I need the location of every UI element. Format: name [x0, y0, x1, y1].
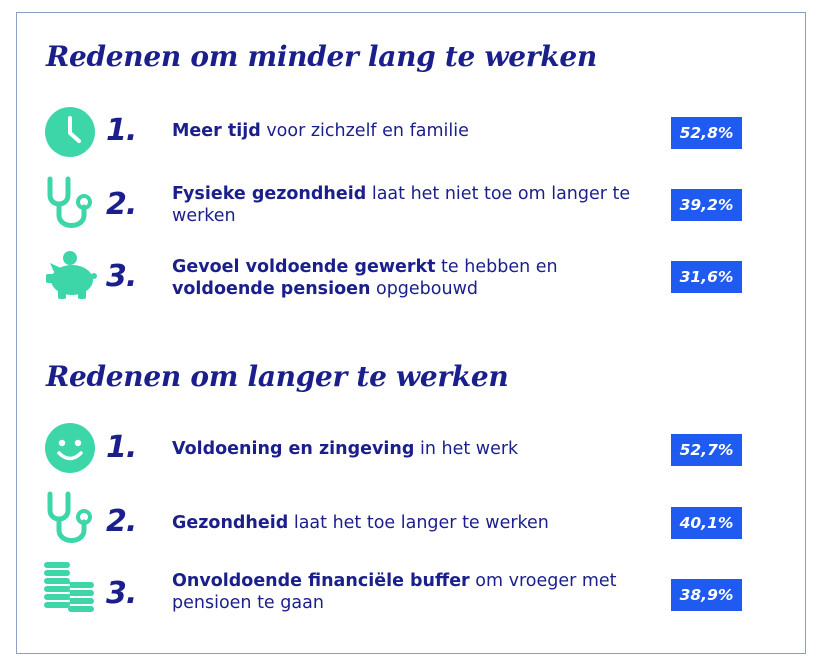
reason-rest: laat het toe langer te werken — [288, 513, 549, 533]
reason-text: Fysieke gezondheid laat het niet toe om … — [172, 183, 642, 227]
reason-text: Gezondheid laat het toe langer te werken — [172, 512, 642, 534]
rank-number: 1. — [106, 430, 137, 465]
rank-number: 3. — [106, 576, 137, 611]
stethoscope-icon — [44, 175, 96, 233]
rank-number: 2. — [106, 504, 137, 539]
reason-bold: Fysieke gezondheid — [172, 184, 367, 204]
reason-rest: om vroeger met pensioen te gaan — [172, 571, 617, 613]
rank-number: 1. — [106, 113, 137, 148]
clock-icon — [44, 106, 96, 158]
percent-badge: 52,8% — [671, 117, 742, 149]
content-frame — [16, 12, 806, 654]
reason-text: Onvoldoende financiële buffer om vroeger… — [172, 570, 642, 614]
reason-text: Gevoel voldoende gewerkt te hebben en vo… — [172, 256, 642, 300]
percent-badge: 31,6% — [671, 261, 742, 293]
section-title-langer: Redenen om langer te werken — [46, 360, 509, 393]
reason-rest-2: opgebouwd — [370, 279, 479, 299]
reason-bold: Gezondheid — [172, 513, 289, 533]
reason-bold: Meer tijd — [172, 121, 261, 141]
coin-stack-icon — [44, 560, 96, 614]
rank-number: 3. — [106, 259, 137, 294]
reason-bold-2: voldoende pensioen — [172, 279, 371, 299]
reason-bold: Gevoel voldoende gewerkt — [172, 257, 436, 277]
reason-bold: Onvoldoende financiële buffer — [172, 571, 470, 591]
percent-badge: 52,7% — [671, 434, 742, 466]
rank-number: 2. — [106, 187, 137, 222]
percent-badge: 40,1% — [671, 507, 742, 539]
reason-bold: Voldoening en zingeving — [172, 439, 415, 459]
reason-rest: te hebben en — [435, 257, 558, 277]
reason-rest: laat het niet toe om langer te werken — [172, 184, 631, 226]
section-title-minder-lang: Redenen om minder lang te werken — [46, 40, 597, 73]
stethoscope-icon — [44, 490, 96, 548]
piggy-bank-icon — [44, 250, 98, 300]
reason-text: Voldoening en zingeving in het werk — [172, 438, 642, 460]
reason-rest: in het werk — [414, 439, 519, 459]
smiley-icon — [44, 422, 96, 474]
reason-rest: voor zichzelf en familie — [260, 121, 469, 141]
reason-text: Meer tijd voor zichzelf en familie — [172, 120, 642, 142]
percent-badge: 38,9% — [671, 579, 742, 611]
percent-badge: 39,2% — [671, 189, 742, 221]
